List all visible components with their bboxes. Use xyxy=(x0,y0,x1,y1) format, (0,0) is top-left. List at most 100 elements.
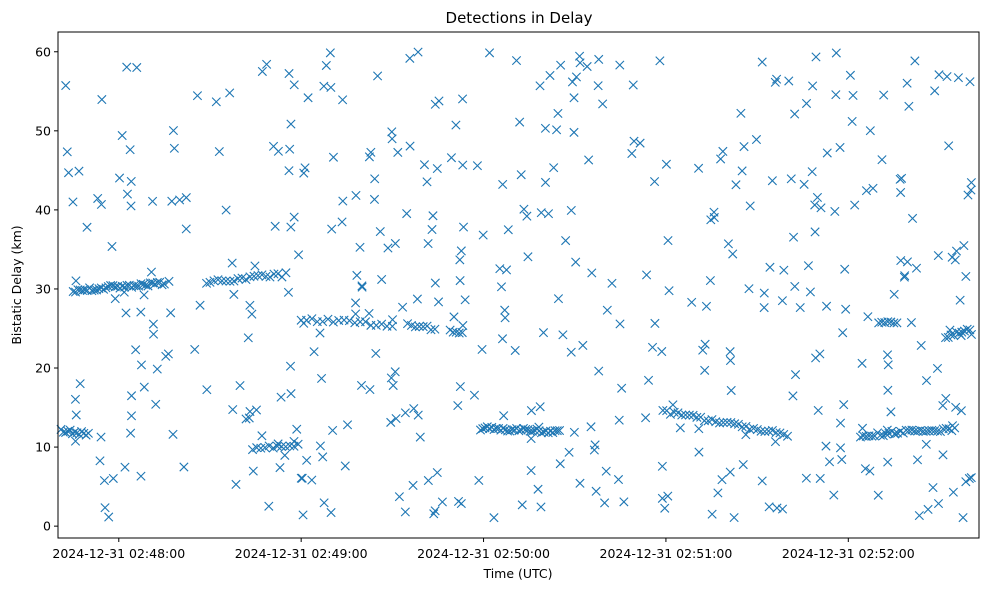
detection-point xyxy=(914,510,924,521)
detection-point xyxy=(157,280,167,290)
detection-point xyxy=(309,347,319,357)
detection-point xyxy=(892,318,902,328)
detection-point xyxy=(458,320,468,331)
detection-point xyxy=(286,389,296,399)
detection-point xyxy=(221,276,231,286)
detection-point xyxy=(698,345,708,355)
detection-point xyxy=(650,318,660,328)
detection-point xyxy=(423,475,433,486)
detection-point xyxy=(325,48,335,58)
detection-point xyxy=(958,513,968,523)
detection-point xyxy=(536,428,547,438)
detection-point xyxy=(660,503,670,513)
detection-point xyxy=(867,431,877,441)
detection-point xyxy=(104,512,114,522)
detection-point xyxy=(756,426,766,436)
detection-point xyxy=(318,452,328,462)
detection-point xyxy=(668,400,678,410)
detection-point xyxy=(393,147,403,157)
detection-point xyxy=(824,457,835,467)
detection-point xyxy=(451,120,461,130)
detection-point xyxy=(687,297,697,307)
detection-point xyxy=(214,146,224,157)
detection-point xyxy=(561,236,571,246)
detection-point xyxy=(179,462,189,472)
detection-point xyxy=(831,90,841,100)
detection-point xyxy=(169,143,179,153)
detection-point xyxy=(355,242,365,252)
detection-point xyxy=(538,328,549,338)
detection-point xyxy=(593,81,603,91)
detection-point xyxy=(965,77,975,87)
detection-point xyxy=(371,320,381,330)
detection-point xyxy=(229,289,239,299)
detection-point xyxy=(889,289,899,299)
detection-point xyxy=(886,407,896,417)
detection-point xyxy=(669,407,679,417)
detection-point xyxy=(120,462,130,472)
detection-point xyxy=(889,318,899,328)
detection-point xyxy=(71,410,81,420)
detection-point xyxy=(478,230,488,240)
detection-point xyxy=(811,52,821,62)
detection-point xyxy=(764,426,774,436)
detection-point xyxy=(428,211,438,221)
detection-point xyxy=(707,509,717,519)
detection-point xyxy=(228,405,238,415)
detection-point xyxy=(499,411,509,421)
detection-point xyxy=(429,509,439,519)
detection-point xyxy=(677,410,687,420)
detection-point xyxy=(657,493,667,503)
detection-point xyxy=(709,207,719,217)
detection-point xyxy=(811,353,821,363)
detection-point xyxy=(759,288,769,298)
x-axis-ticks: 2024-12-31 02:48:00 2024-12-31 02:49:00 20… xyxy=(52,538,915,561)
detection-point xyxy=(95,456,105,466)
detection-point xyxy=(617,383,627,393)
detection-point xyxy=(641,270,652,280)
detection-point xyxy=(566,347,576,357)
detection-point xyxy=(812,192,823,202)
detection-point xyxy=(718,146,728,156)
detection-point xyxy=(394,492,404,502)
detection-point xyxy=(582,61,592,72)
detection-point xyxy=(387,321,397,331)
detection-point xyxy=(387,134,397,144)
detection-point xyxy=(122,189,133,199)
detection-point xyxy=(454,328,464,338)
y-tick-label: 60 xyxy=(35,44,51,59)
detection-point xyxy=(556,60,566,70)
detection-point xyxy=(455,381,465,392)
detection-point xyxy=(100,503,110,513)
detection-point xyxy=(402,209,412,219)
detection-point xyxy=(110,294,120,304)
detection-point xyxy=(895,426,906,436)
detection-point xyxy=(878,431,888,441)
detection-point xyxy=(790,370,801,380)
detection-point xyxy=(175,195,185,205)
detection-point xyxy=(166,308,176,318)
detection-point xyxy=(82,222,92,232)
detection-point xyxy=(405,141,415,151)
detection-point xyxy=(285,361,296,371)
detection-point xyxy=(519,204,529,214)
detection-point xyxy=(699,416,710,426)
detection-point xyxy=(647,342,658,352)
detection-point xyxy=(167,196,177,206)
detection-point xyxy=(839,400,849,410)
detection-point xyxy=(745,424,755,434)
detection-point xyxy=(837,454,847,465)
x-tick-label: 2024-12-31 02:49:00 xyxy=(235,546,368,561)
detection-point xyxy=(373,71,383,81)
detection-point xyxy=(933,250,943,261)
y-tick-label: 10 xyxy=(35,440,51,455)
detection-point xyxy=(722,417,732,427)
detection-point xyxy=(227,258,237,268)
detection-point xyxy=(458,160,468,170)
detection-point xyxy=(966,185,976,195)
detection-point xyxy=(725,467,735,477)
y-tick-label: 20 xyxy=(35,361,51,376)
detection-point xyxy=(152,277,162,288)
detection-point xyxy=(627,148,637,159)
